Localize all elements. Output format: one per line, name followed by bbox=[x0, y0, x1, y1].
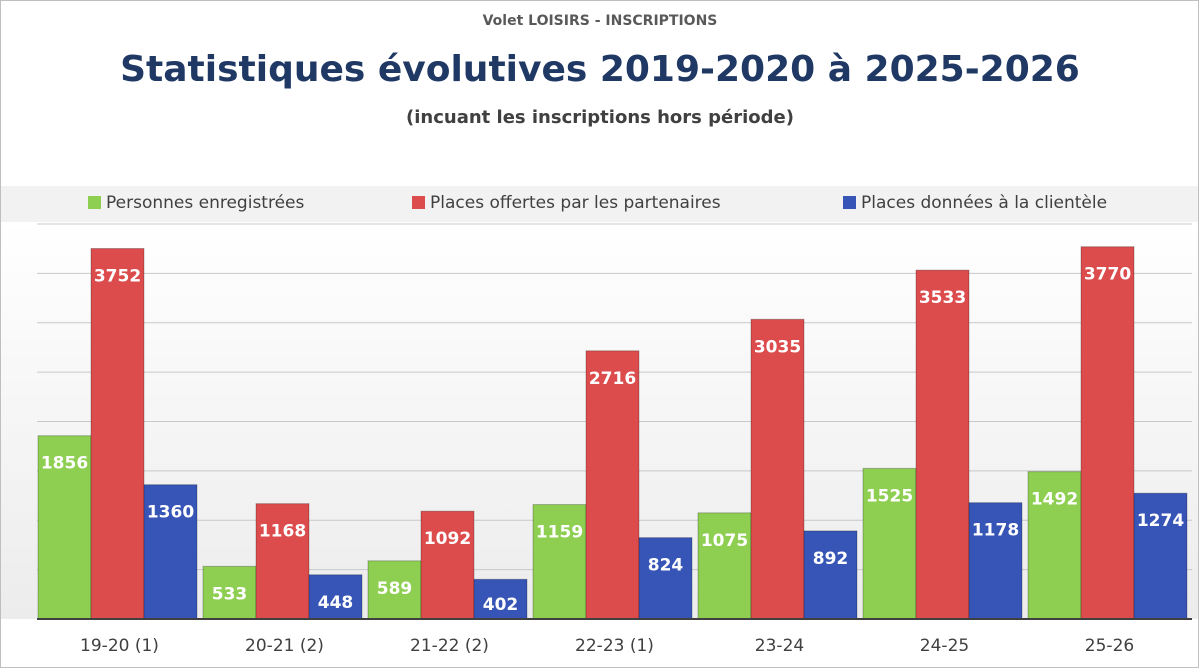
x-tick-label: 25-26 bbox=[1085, 636, 1134, 656]
x-tick-label: 20-21 (2) bbox=[245, 636, 324, 656]
data-label: 1159 bbox=[536, 523, 583, 543]
bar bbox=[915, 269, 970, 620]
legend-swatch bbox=[412, 196, 425, 209]
data-label: 589 bbox=[377, 579, 413, 599]
data-label: 1492 bbox=[1031, 490, 1078, 510]
bar bbox=[585, 350, 640, 620]
data-label: 1075 bbox=[701, 531, 748, 551]
data-label: 1274 bbox=[1137, 511, 1184, 531]
data-label: 402 bbox=[483, 595, 519, 615]
bar bbox=[202, 565, 257, 620]
data-label: 533 bbox=[212, 584, 248, 604]
bar bbox=[697, 512, 752, 620]
data-label: 1360 bbox=[147, 503, 194, 523]
bar bbox=[143, 484, 198, 620]
supertitle: Volet LOISIRS - INSCRIPTIONS bbox=[483, 13, 718, 29]
subtitle: (incuant les inscriptions hors période) bbox=[406, 107, 794, 128]
legend-label: Places données à la clientèle bbox=[861, 193, 1107, 213]
chart-title: Statistiques évolutives 2019-2020 à 2025… bbox=[120, 49, 1080, 90]
x-tick-label: 21-22 (2) bbox=[410, 636, 489, 656]
data-label: 448 bbox=[318, 593, 354, 613]
data-label: 892 bbox=[813, 549, 849, 569]
data-label: 1178 bbox=[972, 521, 1019, 541]
x-tick-label: 23-24 bbox=[755, 636, 804, 656]
bar bbox=[532, 504, 587, 620]
bar bbox=[968, 502, 1023, 620]
bar bbox=[862, 467, 917, 620]
data-label: 1168 bbox=[259, 522, 306, 542]
bar bbox=[420, 510, 475, 620]
legend-band bbox=[1, 186, 1198, 222]
bar bbox=[473, 578, 528, 620]
x-tick-label: 22-23 (1) bbox=[575, 636, 654, 656]
legend-swatch bbox=[88, 196, 101, 209]
bar bbox=[1133, 492, 1188, 620]
bar bbox=[803, 530, 858, 620]
data-label: 1092 bbox=[424, 529, 471, 549]
data-label: 3770 bbox=[1084, 265, 1131, 285]
data-label: 3752 bbox=[94, 266, 141, 286]
legend-label: Places offertes par les partenaires bbox=[430, 193, 721, 213]
data-label: 1856 bbox=[41, 454, 88, 474]
bar bbox=[1027, 471, 1082, 620]
data-label: 3533 bbox=[919, 288, 966, 308]
data-label: 2716 bbox=[589, 369, 636, 389]
bar bbox=[638, 537, 693, 620]
data-label: 1525 bbox=[866, 486, 913, 506]
x-tick-label: 24-25 bbox=[920, 636, 969, 656]
x-tick-label: 19-20 (1) bbox=[80, 636, 159, 656]
legend-swatch bbox=[843, 196, 856, 209]
bar bbox=[90, 247, 145, 620]
bar bbox=[1080, 246, 1135, 620]
data-label: 824 bbox=[648, 556, 684, 576]
data-label: 3035 bbox=[754, 337, 801, 357]
bar bbox=[750, 318, 805, 620]
legend-label: Personnes enregistrées bbox=[106, 193, 304, 213]
